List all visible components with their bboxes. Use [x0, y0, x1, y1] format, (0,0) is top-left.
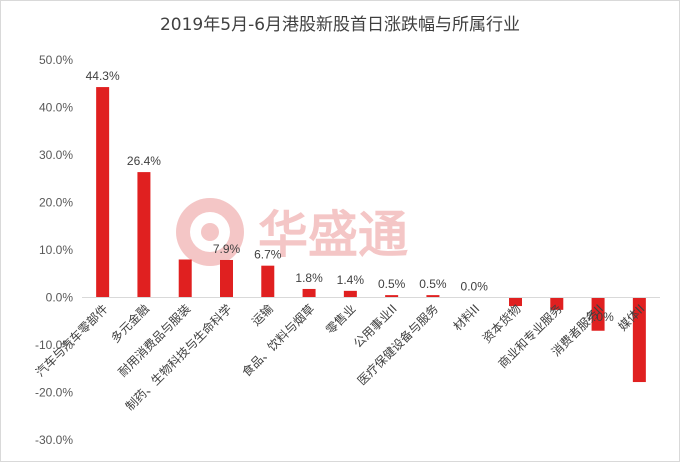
chart-title: 2019年5月-6月港股新股首日涨跌幅与所属行业 [160, 15, 520, 35]
y-tick-label: -10.0% [35, 338, 73, 352]
bars [96, 87, 646, 383]
y-tick-label: 40.0% [39, 101, 73, 115]
x-tick-label: 耐用消费品与服装 [116, 302, 194, 380]
bar [385, 295, 399, 298]
y-tick-label: 0.0% [46, 291, 74, 305]
bar [178, 259, 192, 298]
data-label: 0.0% [461, 280, 489, 294]
watermark-logo-icon [176, 198, 244, 266]
y-tick-label: 20.0% [39, 196, 73, 210]
y-axis: 50.0% 40.0% 30.0% 20.0% 10.0% 0.0% -10.0% -20.0… [35, 53, 73, 447]
y-tick-label: 50.0% [39, 53, 73, 67]
data-label: 6.7% [254, 248, 282, 262]
bar [509, 297, 522, 307]
x-tick-label: 食品、饮料与烟草 [239, 301, 317, 379]
bar [261, 265, 275, 298]
watermark-text: 华盛通 [258, 206, 408, 264]
bar [96, 87, 110, 298]
data-label: 0.5% [419, 277, 447, 291]
data-label: 0.5% [378, 277, 406, 291]
bar [302, 288, 316, 298]
bar [343, 290, 357, 298]
data-label: 44.3% [86, 69, 120, 83]
bar [426, 295, 440, 298]
x-tick-label: 运输 [248, 301, 276, 329]
data-label: 7.9% [213, 242, 241, 256]
bar [591, 297, 605, 331]
bar [632, 297, 646, 383]
y-tick-label: 30.0% [39, 148, 73, 162]
y-tick-label: -20.0% [35, 386, 73, 400]
bar [137, 172, 151, 298]
x-tick-label: 医疗保健设备与服务 [354, 301, 441, 388]
bar [550, 297, 564, 310]
bar [220, 259, 233, 298]
data-label: 26.4% [127, 154, 161, 168]
data-label: -7.0% [582, 310, 614, 324]
x-tick-label: 零售业 [322, 301, 358, 337]
y-tick-label: -30.0% [35, 433, 73, 447]
x-tick-label: 材料II [450, 302, 482, 334]
y-tick-label: 10.0% [39, 243, 73, 257]
data-label: 1.4% [337, 273, 365, 287]
watermark: 华盛通 [176, 198, 408, 266]
data-labels: 44.3% 26.4% 7.9% 6.7% 1.8% 1.4% 0.5% 0.5% 0.0% -7… [86, 69, 614, 324]
data-label: 1.8% [295, 271, 323, 285]
